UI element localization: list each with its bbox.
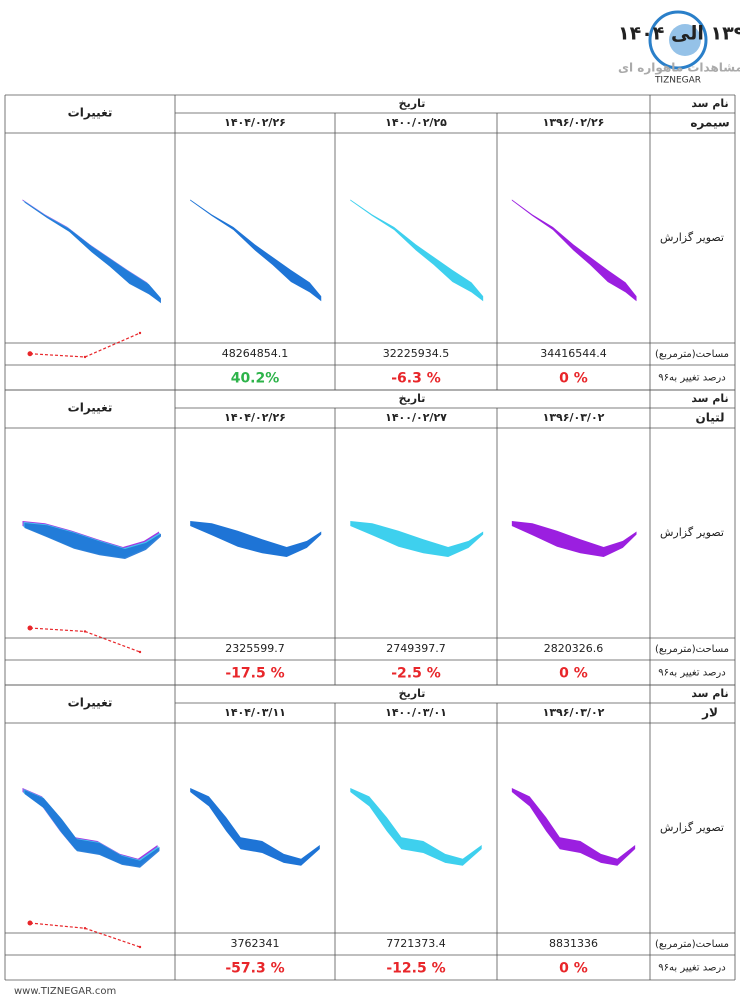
dam-image	[190, 199, 322, 302]
change-value: -2.5 %	[391, 666, 441, 682]
trend-point	[27, 625, 33, 631]
dam-image	[350, 788, 482, 866]
area-value: 2820326.6	[544, 642, 604, 655]
date: ۱۴۰۰/۰۲/۲۵	[385, 116, 447, 129]
image-label: تصویر گزارش	[660, 526, 724, 539]
image-label: تصویر گزارش	[660, 231, 724, 244]
change-value: -12.5 %	[386, 961, 445, 977]
area-label: مساحت(مترمربع)	[655, 939, 729, 950]
area-label: مساحت(مترمربع)	[655, 349, 729, 360]
dam-image	[190, 521, 322, 557]
changes-label: تغییرات	[68, 106, 113, 120]
trend-point	[138, 945, 142, 949]
dam-name: سیمره	[690, 116, 729, 130]
date-label: تاریخ	[399, 392, 426, 405]
overlay-image	[24, 201, 161, 304]
subtitle: سیستم هوشمند مشاهدات ماهواره ای	[618, 61, 740, 76]
date: ۱۴۰۰/۰۲/۲۷	[385, 411, 447, 424]
change-value: -6.3 %	[391, 371, 441, 387]
area-value: 2749397.7	[386, 642, 446, 655]
change-value: -57.3 %	[225, 961, 284, 977]
dam-image	[350, 521, 484, 557]
dam-name-label: نام سد	[691, 97, 728, 110]
date: ۱۴۰۴/۰۲/۲۶	[224, 116, 286, 129]
date: ۱۴۰۰/۰۳/۰۱	[385, 706, 447, 719]
trend-point	[83, 927, 87, 930]
area-value: 2325599.7	[225, 642, 285, 655]
overlay-image	[24, 523, 161, 559]
dam-image	[511, 199, 637, 302]
logo-dots	[669, 24, 701, 56]
area-value: 32225934.5	[383, 347, 449, 360]
title: پایش و بررسی تغییرات پهنه آب سد های ایرا…	[618, 21, 740, 45]
logo-text: TIZNEGAR	[654, 76, 701, 86]
trend-point	[83, 355, 87, 359]
change-value: 40.2%	[231, 371, 280, 387]
change-value: 0 %	[559, 666, 588, 682]
percent-label: درصد تغییر به۹۶	[658, 963, 725, 974]
dam-image	[350, 199, 484, 302]
area-value: 48264854.1	[222, 347, 288, 360]
area-value: 7721373.4	[386, 937, 446, 950]
change-value: -17.5 %	[225, 666, 284, 682]
dam-name: لار	[701, 706, 718, 720]
change-value: 0 %	[559, 371, 588, 387]
date-label: تاریخ	[399, 687, 426, 700]
trend-point	[27, 920, 33, 926]
dam-image	[511, 521, 637, 557]
date: ۱۳۹۶/۰۲/۲۶	[543, 116, 605, 129]
changes-label: تغییرات	[68, 696, 113, 710]
area-value: 3762341	[231, 937, 280, 950]
trend-point	[27, 351, 33, 357]
date-label: تاریخ	[399, 97, 426, 110]
overlay-image	[24, 790, 160, 868]
date: ۱۴۰۴/۰۲/۲۶	[224, 411, 286, 424]
dam-name-label: نام سد	[691, 687, 728, 700]
dam-image	[511, 788, 636, 866]
trend-point	[83, 630, 87, 633]
area-value: 34416544.4	[540, 347, 606, 360]
trend-point	[138, 331, 142, 335]
dam-image	[190, 788, 320, 866]
image-label: تصویر گزارش	[660, 821, 724, 834]
footer: www.TIZNEGAR.com	[14, 986, 116, 997]
dam-name-label: نام سد	[691, 392, 728, 405]
trend-point	[138, 650, 142, 654]
area-label: مساحت(مترمربع)	[655, 644, 729, 655]
change-value: 0 %	[559, 961, 588, 977]
date: ۱۳۹۶/۰۳/۰۲	[543, 706, 605, 719]
area-value: 8831336	[549, 937, 598, 950]
changes-label: تغییرات	[68, 401, 113, 415]
percent-label: درصد تغییر به۹۶	[658, 668, 725, 679]
date: ۱۴۰۴/۰۳/۱۱	[224, 706, 286, 719]
logo-ring	[648, 10, 708, 70]
dam-name: لتیان	[695, 411, 724, 425]
percent-label: درصد تغییر به۹۶	[658, 373, 725, 384]
date: ۱۳۹۶/۰۳/۰۲	[543, 411, 605, 424]
